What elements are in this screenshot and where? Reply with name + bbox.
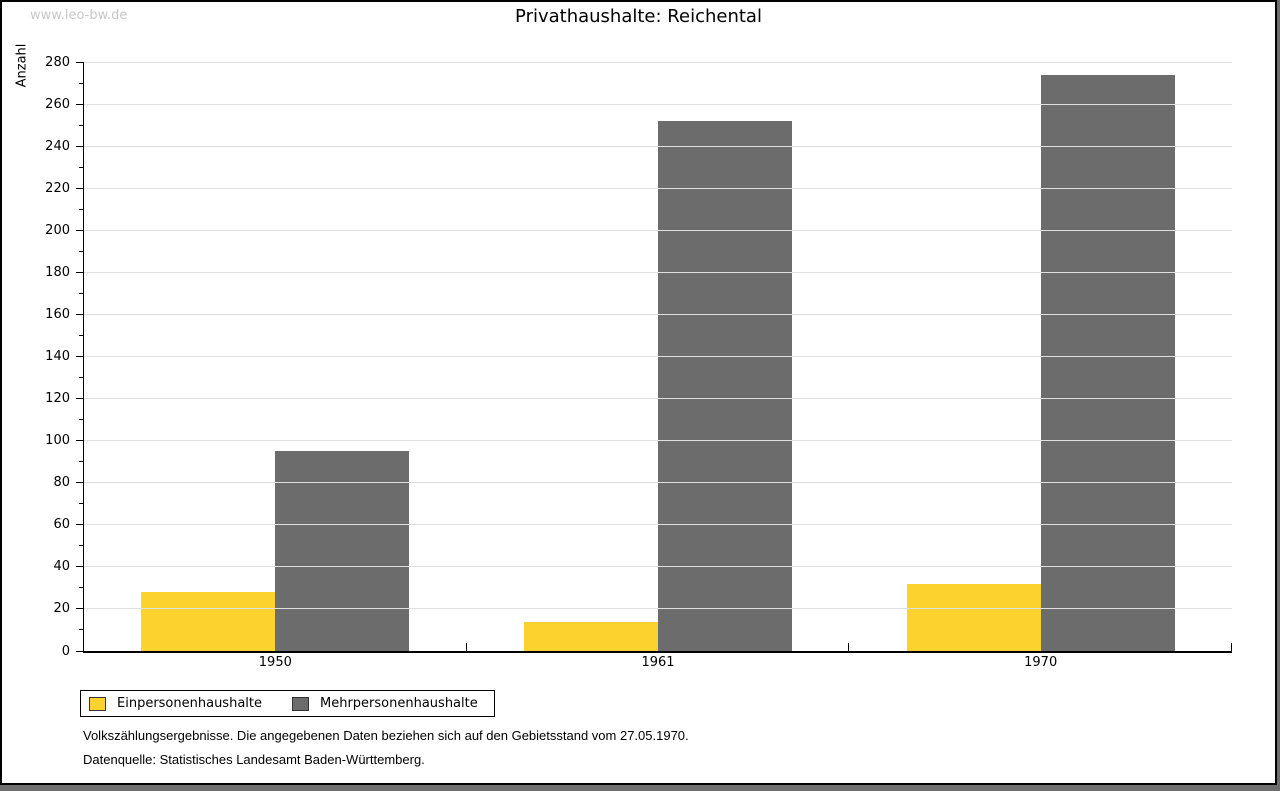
bar-einpersonenhaushalte-1961 [524,621,658,651]
y-minor-tick-30 [79,587,84,589]
y-minor-tick-150 [79,334,84,336]
y-tick-240 [76,145,84,147]
y-minor-tick-90 [79,461,84,463]
gridline-80 [84,482,1232,484]
bar-group-1970 [849,62,1232,651]
y-tick-120 [76,398,84,400]
y-tick-label-280: 280 [45,54,70,70]
gridline-140 [84,356,1232,357]
bar-group-1950 [84,62,467,651]
x-labels: 1950 1961 1970 [84,655,1232,670]
x-boundary-tick-2 [848,643,850,651]
bar-groups [84,62,1232,651]
gridline-280 [84,61,1232,63]
y-tick-180 [76,271,84,273]
y-minor-tick-250 [79,124,84,126]
bar-mehrpersonenhaushalte-1961 [658,120,792,651]
bar-einpersonenhaushalte-1970 [906,583,1041,651]
plot-area: 0 20 40 60 80 100 120 140 160 180 200 220 240 260 280 1… [45,56,1232,670]
y-tick-label-0: 0 [61,643,70,659]
legend-entry-einpersonenhaushalte: Einpersonenhaushalte [89,696,262,711]
y-tick-label-260: 260 [45,96,70,112]
y-minor-tick-110 [79,419,84,421]
y-minor-tick-190 [79,250,84,252]
y-tick-label-60: 60 [53,517,70,533]
y-tick-label-200: 200 [45,222,70,238]
y-tick-label-220: 220 [45,180,70,196]
y-tick-0 [76,650,84,652]
legend-label-einpersonenhaushalte: Einpersonenhaushalte [117,696,262,711]
y-tick-label-140: 140 [45,349,70,364]
gridline-40 [84,566,1232,568]
footnote-data-source: Datenquelle: Statistisches Landesamt Bad… [83,752,425,767]
y-minor-tick-230 [79,166,84,168]
chart-title: Privathaushalte: Reichental [515,6,762,27]
gridline-60 [84,524,1232,526]
y-minor-tick-270 [79,82,84,84]
y-tick-20 [76,608,84,610]
y-tick-100 [76,440,84,442]
gridline-260 [84,103,1232,105]
x-label-1970: 1970 [1024,655,1058,670]
legend-entry-mehrpersonenhaushalte: Mehrpersonenhaushalte [292,696,478,711]
gridline-160 [84,313,1232,315]
y-minor-tick-130 [79,377,84,379]
y-tick-160 [76,313,84,315]
y-tick-label-240: 240 [45,138,70,154]
gridline-240 [84,145,1232,147]
gridline-220 [84,187,1232,189]
legend-label-mehrpersonenhaushalte: Mehrpersonenhaushalte [320,696,478,711]
y-minor-tick-170 [79,292,84,294]
bar-mehrpersonenhaushalte-1950 [275,451,410,651]
y-tick-label-120: 120 [45,391,70,407]
y-tick-label-100: 100 [45,433,70,449]
y-tick-label-20: 20 [53,601,70,617]
x-label-1950: 1950 [258,655,292,670]
y-tick-80 [76,482,84,484]
x-boundary-tick-3 [1231,643,1232,651]
y-tick-label-160: 160 [45,306,70,322]
x-boundary-tick-1 [465,643,467,651]
y-tick-220 [76,187,84,189]
legend: Einpersonenhaushalte Mehrpersonenhaushalt… [80,690,495,717]
y-tick-140 [76,356,84,357]
y-minor-tick-70 [79,503,84,505]
watermark: www.leo-bw.de [30,8,128,23]
y-tick-60 [76,524,84,526]
bar-mehrpersonenhaushalte-1970 [1040,74,1175,651]
y-tick-label-80: 80 [53,475,70,491]
y-tick-label-40: 40 [53,559,70,575]
y-minor-tick-50 [79,545,84,547]
bar-einpersonenhaushalte-1950 [141,592,276,651]
y-tick-260 [76,103,84,105]
gridline-100 [84,440,1232,442]
y-tick-40 [76,566,84,568]
gridline-120 [84,398,1232,400]
bar-group-1961 [467,62,850,651]
legend-swatch-einpersonenhaushalte [89,696,106,711]
legend-swatch-mehrpersonenhaushalte [292,696,309,711]
gridline-200 [84,229,1232,231]
y-tick-200 [76,229,84,231]
y-tick-280 [76,61,84,63]
footnote-source-note: Volkszählungsergebnisse. Die angegebenen… [83,728,689,743]
y-minor-tick-10 [79,629,84,631]
gridline-180 [84,271,1232,273]
y-tick-label-180: 180 [45,264,70,280]
y-minor-tick-210 [79,208,84,210]
x-label-1961: 1961 [641,655,675,670]
gridline-20 [84,608,1232,610]
